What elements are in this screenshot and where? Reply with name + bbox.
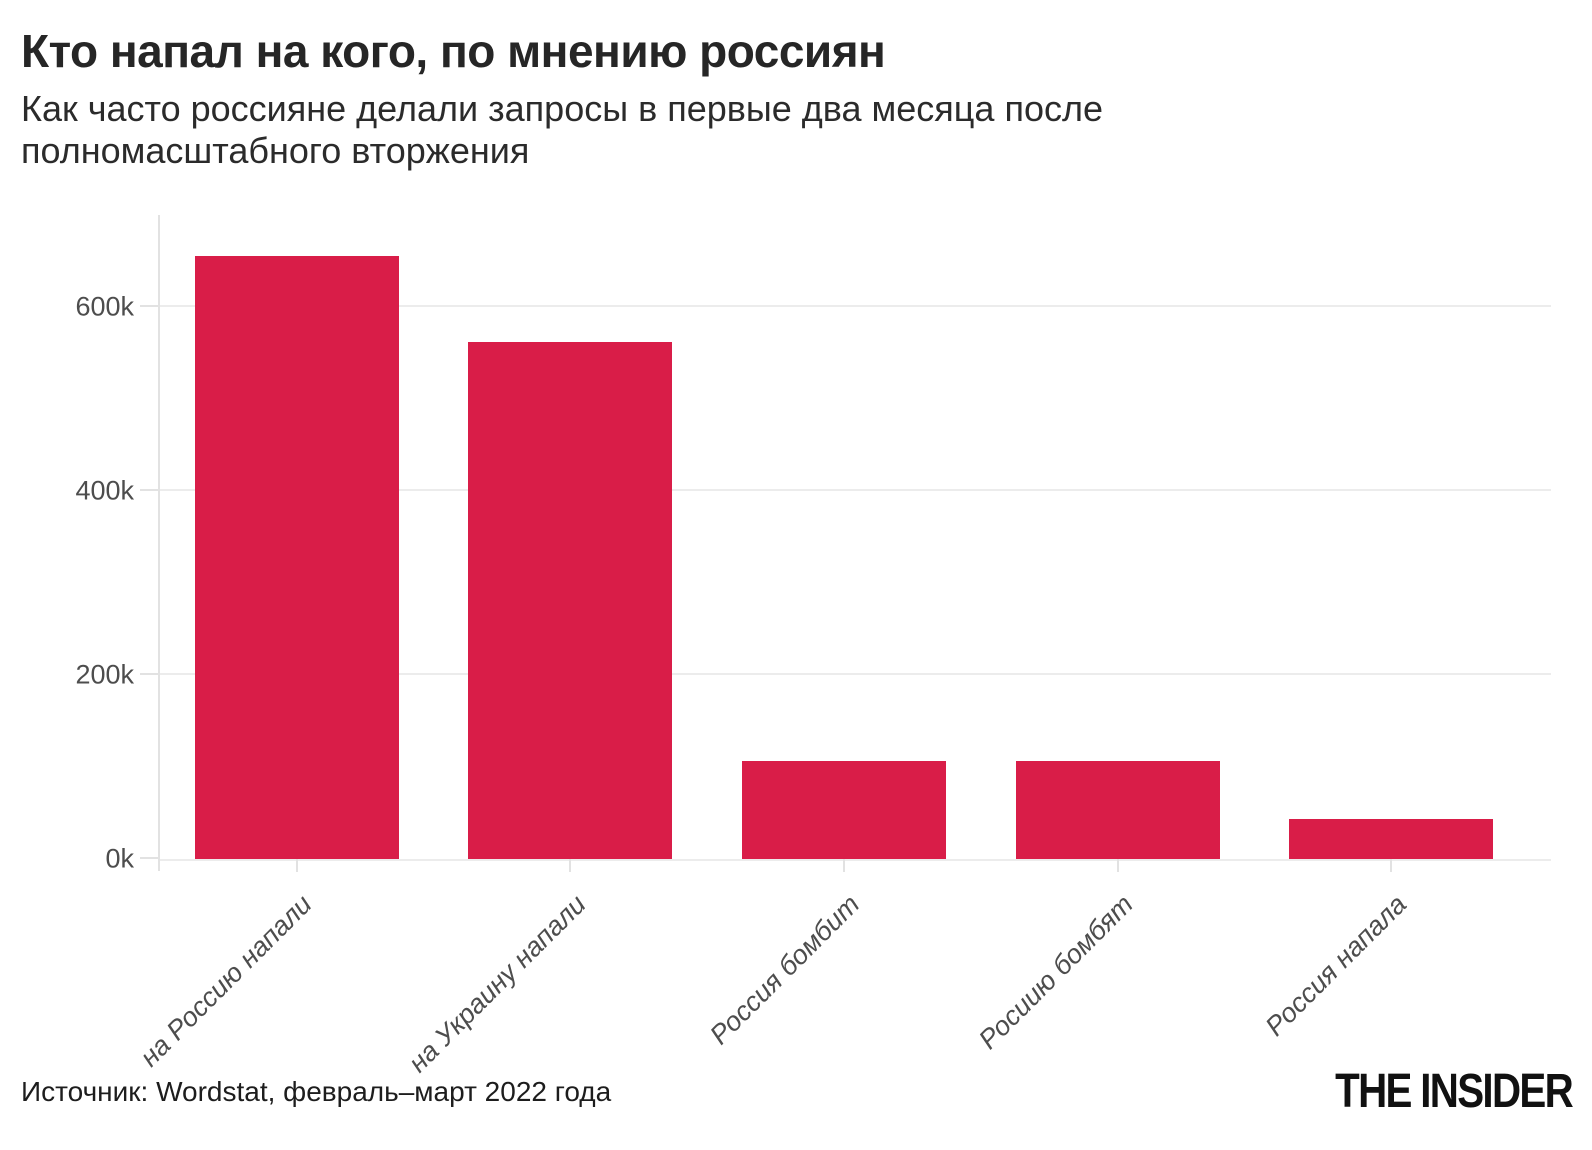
- y-tick-label-400k: 400k: [75, 475, 134, 506]
- chart-subtitle: Как часто россияне делали запросы в перв…: [21, 88, 1103, 172]
- bar-5: [1289, 818, 1494, 859]
- x-tick-3: [842, 859, 845, 872]
- y-tick-200k: [140, 673, 160, 675]
- y-tick-400k: [140, 489, 160, 491]
- x-tick-cell: [981, 859, 1255, 872]
- x-tick-2: [569, 859, 572, 872]
- y-tick-label-200k: 200k: [75, 659, 134, 690]
- chart-header: Кто напал на кого, по мнению россиян Как…: [21, 24, 1561, 172]
- y-tick-label-600k: 600k: [75, 291, 134, 322]
- x-tick-1: [295, 859, 298, 872]
- x-tick-4: [1116, 859, 1119, 872]
- x-label-5: Россия напала: [1259, 889, 1413, 1042]
- gridline-200k: [160, 673, 1551, 675]
- chart-title: Кто напал на кого, по мнению россиян: [21, 25, 886, 77]
- bar-4: [1015, 761, 1220, 859]
- bar-band: [707, 215, 981, 859]
- x-tick-cell: [707, 859, 981, 872]
- bars: [160, 215, 1528, 859]
- y-tick-0k: [140, 857, 160, 859]
- x-tick-cell: [160, 859, 434, 872]
- gridline-400k: [160, 489, 1551, 491]
- x-axis-ticks: [160, 859, 1528, 872]
- bar-3: [741, 760, 947, 859]
- bar-band: [160, 215, 434, 859]
- the-insider-logo: THE INSIDER: [1335, 1065, 1574, 1118]
- bar-band: [1254, 215, 1528, 859]
- x-label-3: Россия бомбит: [703, 889, 866, 1051]
- bar-2: [468, 341, 673, 859]
- source-note: Источник: Wordstat, февраль–март 2022 го…: [21, 1076, 612, 1107]
- x-label-1: на Россию напали: [134, 889, 319, 1073]
- x-label-2: на Украину напали: [402, 889, 592, 1079]
- bar-band: [434, 215, 708, 859]
- y-axis-line-extension: [158, 859, 160, 871]
- y-tick-600k: [140, 305, 160, 307]
- x-label-4: Росиию бомбят: [972, 889, 1139, 1055]
- bar-band: [981, 215, 1255, 859]
- x-tick-5: [1390, 859, 1393, 872]
- y-tick-label-0k: 0k: [105, 843, 134, 874]
- x-tick-cell: [434, 859, 708, 872]
- x-tick-cell: [1254, 859, 1528, 872]
- bar-1: [194, 256, 399, 859]
- gridline-600k: [160, 305, 1551, 307]
- plot-area: 0k 200k 400k 600k на Россию напали на Украин…: [75, 215, 1551, 1078]
